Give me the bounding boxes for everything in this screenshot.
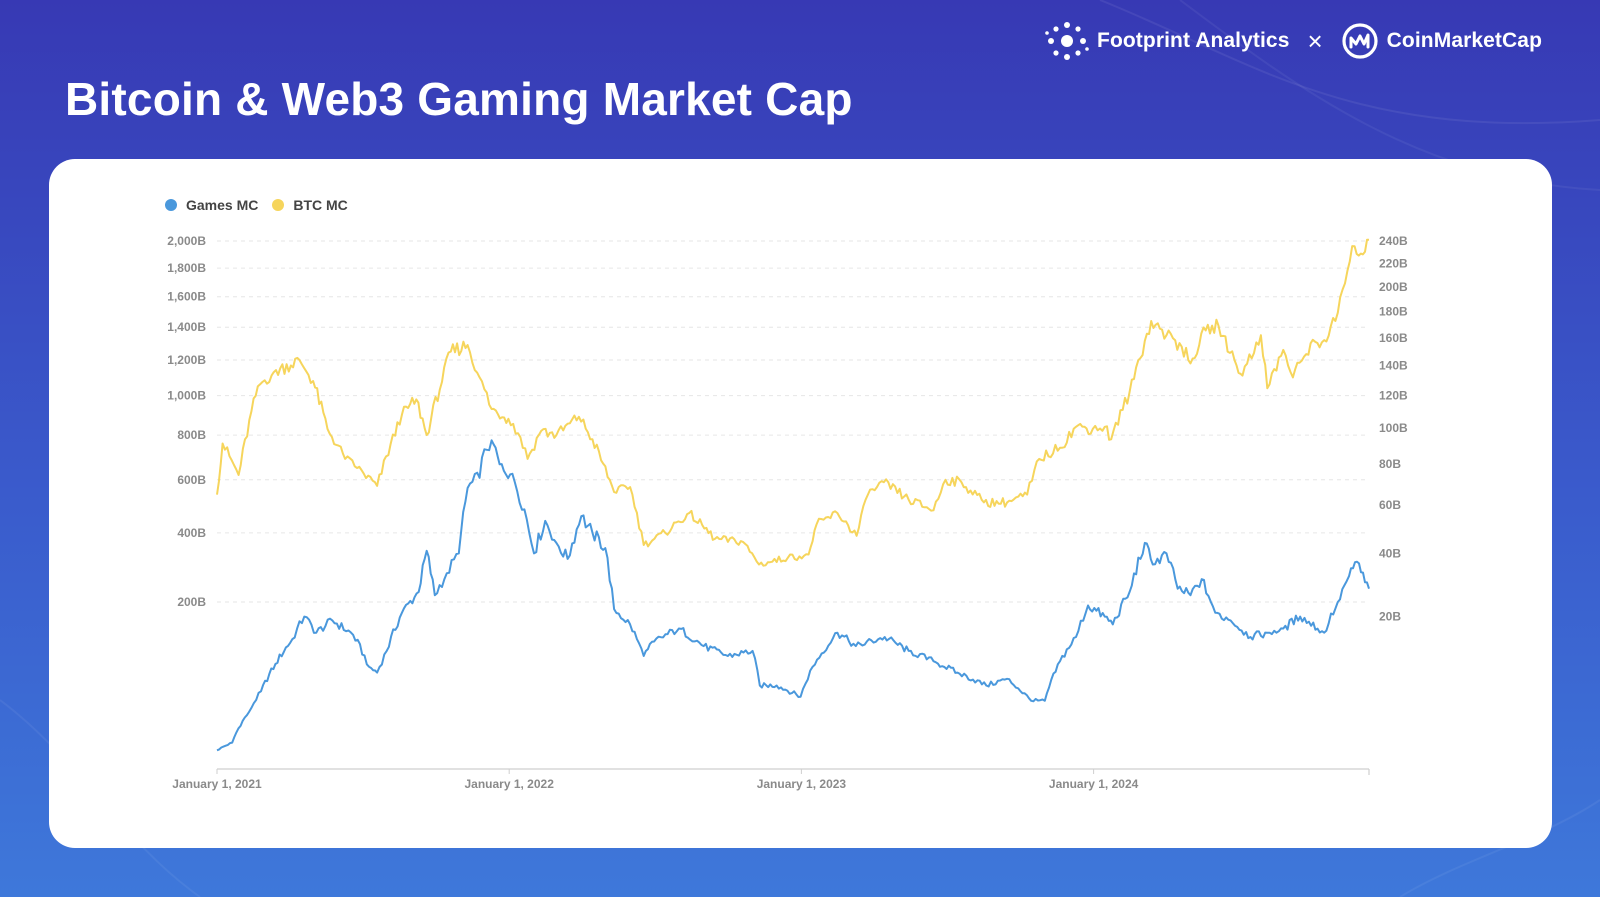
y-right-tick-label: 140B [1379,359,1408,373]
chart-card: Games MC BTC MC 200B 400B 600B 800B 1,000B 1,… [49,159,1552,848]
x-tick-label: January 1, 2021 [172,777,262,791]
y-right-tick-label: 180B [1379,305,1408,319]
y-right-tick-label: 200B [1379,280,1408,294]
coinmarketcap-brand-label: CoinMarketCap [1386,29,1542,52]
legend-label-games: Games MC [186,197,259,213]
y-right-tick-label: 60B [1379,498,1401,512]
y-right-tick-label: 240B [1379,234,1408,248]
coinmarketcap-logo-icon [1342,23,1378,59]
y-left-tick-label: 200B [177,595,206,609]
legend-item-games[interactable]: Games MC [165,197,258,213]
brand-separator: × [1307,26,1323,56]
y-left-tick-label: 1,200B [167,353,206,367]
y-left-tick-label: 600B [177,473,206,487]
y-right-tick-label: 100B [1379,421,1408,435]
footprint-brand-label: Footprint Analytics [1097,29,1290,52]
y-axis-left: 200B 400B 600B 800B 1,000B 1,200B 1,400B 1,600B… [167,234,206,609]
y-right-tick-label: 160B [1379,331,1408,345]
gridlines [217,240,1369,603]
x-tick-label: January 1, 2022 [464,777,554,791]
y-left-tick-label: 1,400B [167,320,206,334]
y-left-tick-label: 1,600B [167,290,206,304]
y-left-tick-label: 1,800B [167,261,206,275]
footprint-logo-icon [1045,22,1089,60]
page-title: Bitcoin & Web3 Gaming Market Cap [65,73,853,125]
y-left-tick-label: 2,000B [167,234,206,248]
y-right-tick-label: 20B [1379,610,1401,624]
x-tick-label: January 1, 2023 [757,777,847,791]
y-left-tick-label: 400B [177,526,206,540]
y-axis-right: 20B 40B 60B 80B 100B 120B 140B 160B 180B 200B 220B… [1379,234,1408,624]
legend-dot-games [165,199,177,211]
y-right-tick-label: 120B [1379,389,1408,403]
y-right-tick-label: 80B [1379,457,1401,471]
legend-item-btc[interactable]: BTC MC [272,197,348,213]
market-cap-chart: 200B 400B 600B 800B 1,000B 1,200B 1,400B 1,600B… [167,234,1408,791]
chart-legend: Games MC BTC MC [165,197,362,213]
coinmarketcap-brand: CoinMarketCap [1341,22,1542,60]
legend-label-btc: BTC MC [293,197,348,213]
y-left-tick-label: 800B [177,428,206,442]
header-brand: Footprint Analytics × CoinMarketCap [1045,18,1542,64]
y-right-tick-label: 40B [1379,546,1401,560]
footprint-brand: Footprint Analytics [1045,21,1289,61]
games-mc-line [216,439,1370,752]
y-left-tick-label: 1,000B [167,389,206,403]
x-axis: January 1, 2021 January 1, 2022 January 1,… [172,768,1370,791]
x-tick-label: January 1, 2024 [1049,777,1139,791]
btc-mc-line [216,238,1370,567]
y-right-tick-label: 220B [1379,256,1408,270]
legend-dot-btc [272,199,285,211]
